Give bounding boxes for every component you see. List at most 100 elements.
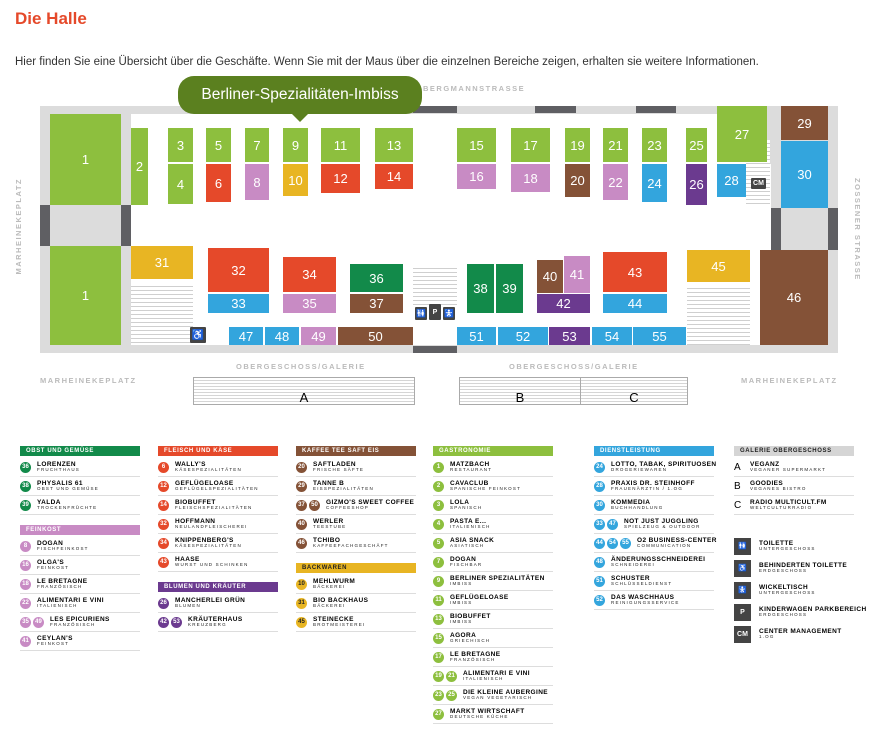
- legend-item[interactable]: 28 PRAXIS DR. STEINHOFF FRAUENÄRZTIN / 1.O…: [594, 477, 714, 496]
- stall-47[interactable]: 47: [229, 327, 263, 345]
- legend-item[interactable]: 39 YALDA TROCKENFRÜCHTE: [20, 496, 140, 515]
- stall-10[interactable]: 10: [283, 164, 308, 196]
- stall-1[interactable]: 1: [50, 114, 121, 205]
- stall-34[interactable]: 34: [283, 257, 336, 292]
- legend-item[interactable]: 27 MARKT WIRTSCHAFT DEUTSCHE KÜCHE: [433, 705, 553, 724]
- stall-3[interactable]: 3: [168, 128, 193, 162]
- legend-item[interactable]: 9 BERLINER SPEZIALITÄTEN IMBISS: [433, 572, 553, 591]
- stall-23[interactable]: 23: [642, 128, 667, 162]
- legend-item[interactable]: 48 ÄNDERUNGSSCHNEIDEREI SCHNEIDEREI: [594, 553, 714, 572]
- stall-11[interactable]: 11: [321, 128, 360, 162]
- stall-19[interactable]: 19: [565, 128, 590, 162]
- stall-6[interactable]: 6: [206, 164, 231, 202]
- stall-48[interactable]: 48: [265, 327, 299, 345]
- stall-13[interactable]: 13: [375, 128, 413, 162]
- stall-28[interactable]: 28: [717, 164, 746, 197]
- stall-2[interactable]: 2: [131, 128, 148, 205]
- galerie-c[interactable]: C: [580, 377, 688, 405]
- stall-12[interactable]: 12: [321, 164, 360, 193]
- legend-item[interactable]: 45 STEINECKE BROTMEISTEREI: [296, 613, 416, 632]
- stall-36[interactable]: 36: [350, 264, 403, 292]
- legend-item[interactable]: 18 LE BRETAGNE FRANZÖSISCH: [20, 575, 140, 594]
- legend-item[interactable]: 20 SAFTLADEN FRISCHE SÄFTE: [296, 458, 416, 477]
- stall-41[interactable]: 41: [564, 256, 590, 293]
- legend-item[interactable]: 13 BIOBUFFET IMBISS: [433, 610, 553, 629]
- legend-item[interactable]: 34 KNIPPENBERG'S KÄSESPEZIALITÄTEN: [158, 534, 278, 553]
- legend-item[interactable]: 1 MATZBACH RESTAURANT: [433, 458, 553, 477]
- legend-item[interactable]: 23 25 DIE KLEINE AUBERGINE VEGAN VEGETARISC…: [433, 686, 553, 705]
- legend-item[interactable]: 4 PASTA E... ITALIENISCH: [433, 515, 553, 534]
- stall-5[interactable]: 5: [206, 128, 231, 162]
- stall-20[interactable]: 20: [565, 164, 590, 197]
- legend-item[interactable]: A VEGANZ VEGANER SUPERMARKT: [734, 458, 854, 477]
- stall-26[interactable]: 26: [686, 164, 707, 205]
- legend-item[interactable]: 15 AGORA GRIECHISCH: [433, 629, 553, 648]
- stall-32[interactable]: 32: [208, 248, 269, 292]
- legend-item[interactable]: 10 MEHLWURM BÄCKEREI: [296, 575, 416, 594]
- legend-item[interactable]: 33 47 NOT JUST JUGGLING SPIELZEUG & OUTDOOR: [594, 515, 714, 534]
- stall-33[interactable]: 33: [208, 294, 269, 313]
- legend-item[interactable]: 36 LORENZEN FRUCHTHAUS: [20, 458, 140, 477]
- stall-7[interactable]: 7: [245, 128, 269, 162]
- stall-14[interactable]: 14: [375, 164, 413, 189]
- stall-24[interactable]: 24: [642, 164, 667, 202]
- legend-item[interactable]: 29 TANNE B EISSPEZIALITÄTEN: [296, 477, 416, 496]
- stall-4[interactable]: 4: [168, 164, 193, 204]
- stall-45[interactable]: 45: [687, 250, 750, 282]
- legend-item[interactable]: 37 50 GIZMO'S SWEET COFFEE COFFEESHOP: [296, 496, 416, 515]
- legend-item[interactable]: B GOODIES VEGANES BISTRO: [734, 477, 854, 496]
- legend-item[interactable]: 26 MANCHERLEI GRÜN BLUMEN: [158, 594, 278, 613]
- galerie-b[interactable]: B: [459, 377, 581, 405]
- stall-49[interactable]: 49: [301, 327, 336, 345]
- stall-35[interactable]: 35: [283, 294, 336, 313]
- stall-16[interactable]: 16: [457, 164, 496, 189]
- legend-item[interactable]: 5 ASIA SNACK ASIATISCH: [433, 534, 553, 553]
- legend-item[interactable]: 6 WALLY'S KÄSESPEZIALITÄTEN: [158, 458, 278, 477]
- legend-item[interactable]: C RADIO MULTICULT.FM WELTCULTURRADIO: [734, 496, 854, 515]
- stall-27[interactable]: 27: [717, 106, 767, 162]
- stall-30[interactable]: 30: [781, 141, 828, 208]
- legend-item[interactable]: 52 DAS WASCHHAUS REINIGUNGSSERVICE: [594, 591, 714, 610]
- legend-item[interactable]: 35 49 LES EPICURIENS FRANZÖSISCH: [20, 613, 140, 632]
- stall-37[interactable]: 37: [350, 294, 403, 313]
- legend-item[interactable]: 8 DOGAN FISCHFEINKOST: [20, 537, 140, 556]
- legend-item[interactable]: 32 HOFFMANN NEULANDFLEISCHEREI: [158, 515, 278, 534]
- stall-31[interactable]: 31: [131, 246, 193, 279]
- stall-15[interactable]: 15: [457, 128, 496, 162]
- stall-18[interactable]: 18: [511, 164, 550, 192]
- galerie-a[interactable]: A: [193, 377, 415, 405]
- legend-item[interactable]: 41 CEYLAN'S FEINKOST: [20, 632, 140, 651]
- stall-43[interactable]: 43: [603, 252, 667, 292]
- stall-38[interactable]: 38: [467, 264, 494, 313]
- stall-25[interactable]: 25: [686, 128, 707, 162]
- legend-item[interactable]: 22 ALIMENTARI E VINI ITALIENISCH: [20, 594, 140, 613]
- legend-item[interactable]: 7 DOGAN FISCHBAR: [433, 553, 553, 572]
- stall-46[interactable]: 46: [760, 250, 828, 345]
- legend-item[interactable]: 42 53 KRÄUTERHAUS KREUZBERG: [158, 613, 278, 632]
- stall-8[interactable]: 8: [245, 164, 269, 200]
- legend-item[interactable]: 40 WERLER TEESTUBE: [296, 515, 416, 534]
- stall-21[interactable]: 21: [603, 128, 628, 162]
- legend-item[interactable]: 24 LOTTO, TABAK, SPIRITUOSEN DROGERIEWAREN: [594, 458, 716, 477]
- legend-item[interactable]: 19 21 ALIMENTARI E VINI ITALIENISCH: [433, 667, 553, 686]
- legend-item[interactable]: 51 SCHUSTER SCHLÜSSELDIENST: [594, 572, 714, 591]
- legend-item[interactable]: 11 GEFLÜGELOASE IMBISS: [433, 591, 553, 610]
- stall-44[interactable]: 44: [603, 294, 667, 313]
- stall-22[interactable]: 22: [603, 164, 628, 200]
- legend-item[interactable]: 46 TCHIBO KAFFEEFACHGESCHÄFT: [296, 534, 416, 553]
- legend-item[interactable]: 31 BIO BACKHAUS BÄCKEREI: [296, 594, 416, 613]
- stall-29[interactable]: 29: [781, 106, 828, 140]
- stall-1[interactable]: 1: [50, 246, 121, 345]
- stall-53[interactable]: 53: [549, 327, 590, 345]
- stall-42[interactable]: 42: [537, 294, 590, 313]
- stall-51[interactable]: 51: [457, 327, 496, 345]
- stall-50[interactable]: 50: [338, 327, 413, 345]
- legend-item[interactable]: 38 PHYSALIS 61 OBST UND GEMÜSE: [20, 477, 140, 496]
- legend-item[interactable]: 12 GEFLÜGELOASE GEFLÜGELSPEZIALITÄTEN: [158, 477, 278, 496]
- legend-item[interactable]: 2 CAVACLUB SPANISCHE FEINKOST: [433, 477, 553, 496]
- stall-9[interactable]: 9: [283, 128, 308, 162]
- legend-item[interactable]: 17 LE BRETAGNE FRANZÖSISCH: [433, 648, 553, 667]
- legend-item[interactable]: 14 BIOBUFFET FLEISCHSPEZIALITÄTEN: [158, 496, 278, 515]
- legend-item[interactable]: 44 54 55 O2 BUSINESS-CENTER COMMUNICATION: [594, 534, 716, 553]
- stall-55[interactable]: 55: [633, 327, 686, 345]
